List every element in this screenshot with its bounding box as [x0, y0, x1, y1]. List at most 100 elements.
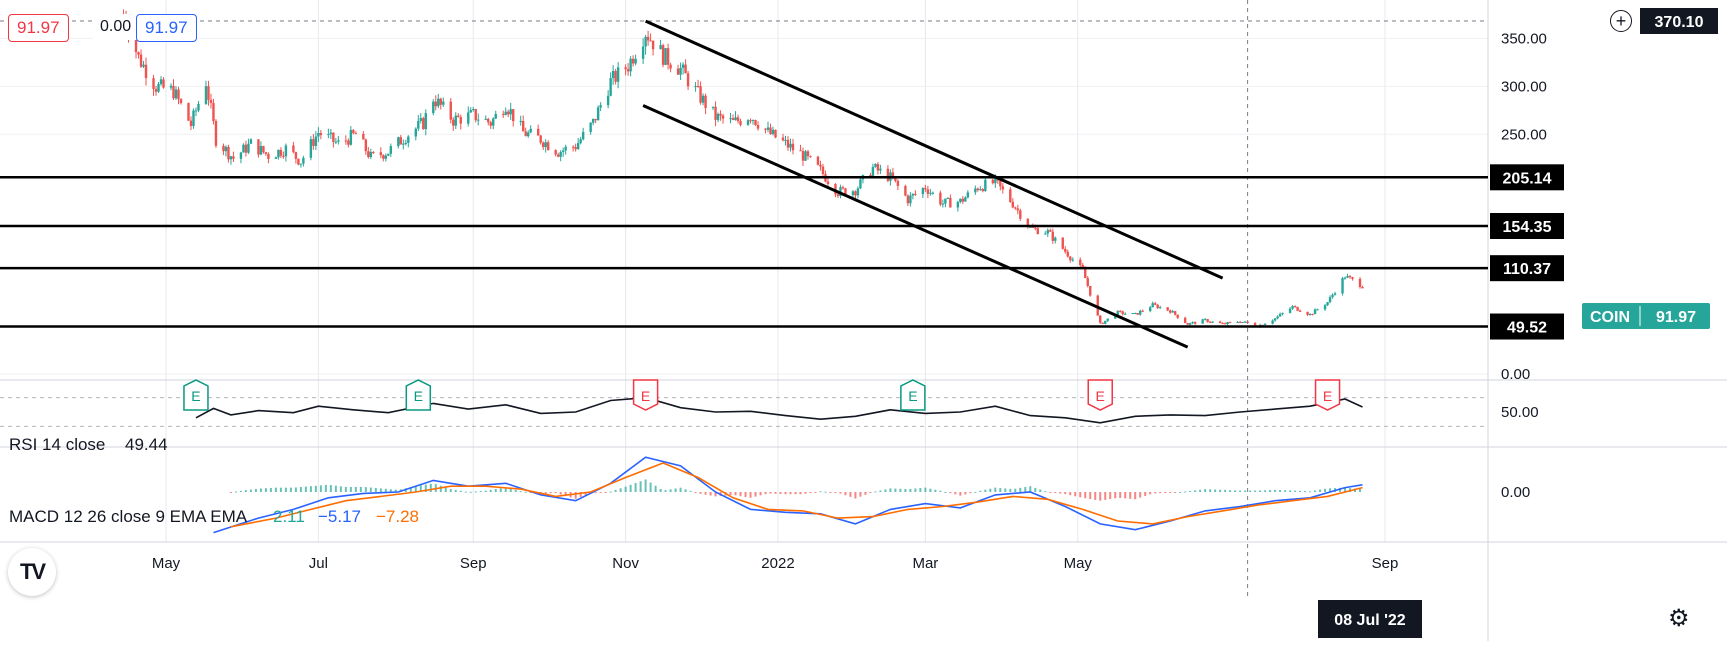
candle-body	[262, 146, 265, 153]
macd-histogram-bar	[1324, 488, 1327, 492]
candle-body	[337, 140, 340, 142]
price-legend-blue: 91.97	[136, 14, 197, 42]
macd-histogram-bar	[949, 492, 952, 494]
macd-histogram-bar	[639, 481, 642, 492]
macd-histogram-bar	[1304, 491, 1307, 493]
candle-body	[1069, 256, 1072, 261]
candle-body	[362, 133, 365, 140]
tradingview-logo[interactable]: TV	[8, 548, 56, 596]
plus-circle-icon[interactable]: +	[1610, 10, 1632, 32]
candle-body	[806, 151, 810, 157]
macd-histogram-bar	[629, 484, 632, 492]
candle-body	[1273, 318, 1277, 321]
macd-histogram-bar	[1014, 488, 1017, 492]
candle-body	[1009, 189, 1012, 202]
candle-body	[379, 152, 383, 156]
macd-histogram-bar	[649, 482, 652, 492]
candle-body	[137, 52, 140, 55]
macd-histogram-bar	[824, 491, 827, 493]
candle-body	[571, 146, 575, 148]
candle-body	[1064, 248, 1067, 252]
candle-body	[509, 109, 512, 115]
candle-body	[994, 176, 997, 184]
candle-body	[224, 146, 228, 152]
candle-body	[941, 203, 945, 205]
candle-body	[559, 151, 562, 157]
macd-histogram-bar	[1189, 490, 1192, 492]
candle-body	[367, 151, 370, 158]
earnings-marker-shape	[183, 379, 209, 411]
macd-histogram-bar	[1219, 489, 1222, 492]
candle-body	[424, 113, 427, 130]
macd-line-value: −5.17	[318, 507, 361, 526]
macd-histogram-bar	[1019, 487, 1022, 492]
macd-histogram-bar	[309, 486, 312, 492]
candle-body	[699, 86, 702, 103]
macd-histogram-bar	[239, 490, 242, 492]
candle-body	[1346, 275, 1349, 278]
candle-body	[841, 187, 845, 189]
candle-body	[746, 120, 750, 125]
macd-histogram-bar	[749, 492, 752, 498]
earnings-marker-shape	[1314, 379, 1341, 411]
gear-icon[interactable]: ⚙	[1668, 605, 1690, 632]
candle-body	[297, 158, 300, 165]
candle-body	[999, 180, 1002, 187]
candle-body	[319, 132, 323, 136]
macd-histogram-bar	[419, 485, 422, 492]
candle-body	[896, 180, 900, 187]
macd-histogram-bar	[1329, 488, 1332, 492]
candle-body	[192, 110, 195, 127]
candle-body	[734, 117, 737, 120]
candle-body	[209, 99, 213, 103]
candle-body	[347, 140, 350, 145]
candle-body	[257, 139, 260, 155]
candle-body	[152, 78, 155, 89]
macd-histogram-bar	[859, 492, 862, 497]
candle-body	[244, 144, 248, 153]
candle-body	[344, 140, 348, 142]
candle-body	[1341, 278, 1344, 294]
candle-body	[1139, 310, 1142, 315]
candle-body	[1296, 306, 1299, 311]
candle-body	[1203, 319, 1207, 321]
macd-histogram-bar	[274, 487, 277, 492]
macd-histogram-bar	[829, 492, 832, 493]
candle-body	[819, 164, 822, 167]
candle-body	[631, 58, 635, 64]
candle-body	[809, 156, 812, 158]
candle-body	[1034, 227, 1037, 229]
candle-body	[179, 99, 183, 104]
macd-histogram-bar	[1094, 492, 1097, 500]
candle-body	[469, 110, 472, 113]
macd-histogram-bar	[429, 483, 432, 492]
candle-body	[1026, 218, 1029, 227]
candle-body	[317, 132, 320, 137]
earnings-marker: E	[183, 379, 209, 411]
candle-body	[1226, 322, 1229, 325]
earnings-marker-shape	[1087, 379, 1113, 411]
trendline	[642, 104, 1189, 349]
candle-body	[1071, 259, 1074, 261]
rsi-line	[195, 396, 1363, 424]
macd-histogram-bar	[479, 491, 482, 493]
macd-histogram-bar	[999, 488, 1002, 492]
candle-body	[781, 137, 785, 141]
candle-body	[1016, 208, 1020, 211]
macd-histogram-bar	[769, 492, 772, 494]
candle-body	[1054, 237, 1057, 241]
macd-histogram-bar	[1124, 492, 1127, 499]
macd-histogram-bar	[519, 491, 522, 493]
macd-histogram-bar	[364, 487, 367, 492]
candle-body	[891, 172, 895, 179]
candle-body	[694, 86, 697, 88]
candle-body	[669, 64, 672, 69]
candle-body	[352, 130, 355, 134]
candle-body	[417, 120, 420, 129]
macd-histogram-bar	[514, 489, 517, 492]
candle-body	[1031, 226, 1034, 228]
candle-body	[624, 67, 627, 70]
candle-body	[267, 153, 270, 159]
